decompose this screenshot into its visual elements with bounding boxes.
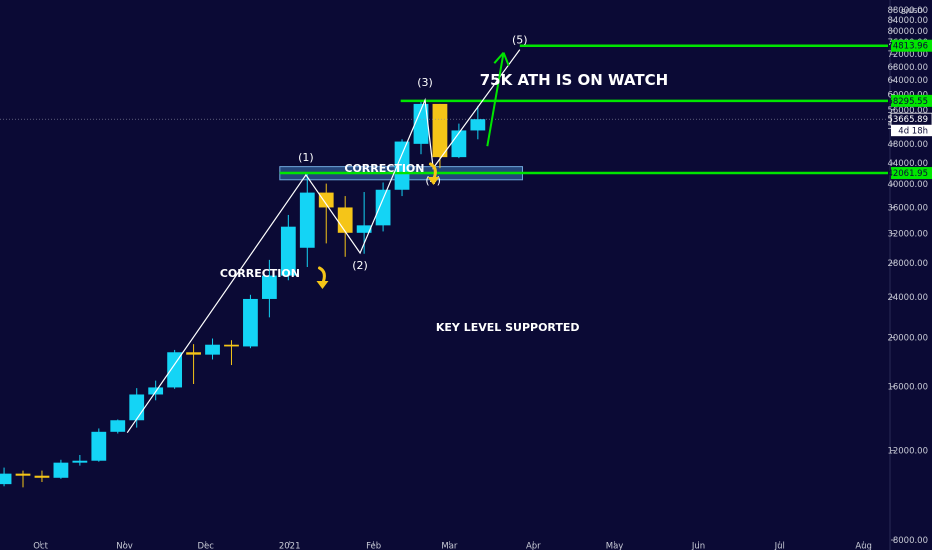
candle-body xyxy=(413,103,429,144)
elliott-wave-line xyxy=(126,49,521,433)
countdown-tag xyxy=(891,125,932,137)
countdown-label: 4d 18h xyxy=(898,127,928,137)
price-tick-label: 68000.00 xyxy=(887,63,928,73)
price-tick-label: 8000.00 xyxy=(893,536,928,546)
price-axis-background xyxy=(891,0,932,550)
projection-arrowhead xyxy=(493,52,505,64)
time-tick-label: Jul xyxy=(774,542,785,550)
time-tick-label: Dec xyxy=(198,542,215,550)
candle-body xyxy=(0,473,12,485)
price-tag-label: 74813.96 xyxy=(887,42,928,52)
price-tick-label: 88000.00 xyxy=(887,6,928,16)
price-tick-label: 64000.00 xyxy=(887,76,928,86)
price-tick-label: 48000.00 xyxy=(887,140,928,150)
time-axis[interactable]: Oct Nov Dec 2021 Feb Mar Apr May Jun Jul Aug xyxy=(33,541,872,550)
candle-body xyxy=(299,192,315,248)
candle-body xyxy=(375,189,391,226)
price-tag-label: 42061.95 xyxy=(887,169,928,179)
key-level-label: KEY LEVEL SUPPORTED xyxy=(436,321,580,334)
price-tick-label: 32000.00 xyxy=(887,229,928,239)
currency-label: USD xyxy=(908,7,923,15)
projection-arrow xyxy=(486,52,505,147)
candle-body xyxy=(243,298,258,347)
correction-label-1: CORRECTION xyxy=(220,267,300,280)
candle-body xyxy=(432,103,448,158)
time-tick-label: Apr xyxy=(526,542,541,550)
candle-body xyxy=(34,475,50,478)
correction-arrow-1-head xyxy=(316,281,329,289)
time-tick-label: 2021 xyxy=(279,542,301,550)
time-tick-label: Nov xyxy=(116,542,133,550)
price-tag-label: 58295.55 xyxy=(887,97,928,107)
price-tag xyxy=(891,94,932,107)
candle-body xyxy=(53,462,69,478)
candle-body xyxy=(15,473,31,476)
candle-body xyxy=(318,192,334,208)
candle-body xyxy=(356,225,372,233)
price-axis[interactable]: 8000.00 12000.00 16000.00 20000.00 24000.00 2… xyxy=(887,6,932,546)
candle-body xyxy=(110,420,126,432)
time-tick-label: Mar xyxy=(441,542,458,550)
candle-body xyxy=(91,431,107,461)
price-tick-label: 16000.00 xyxy=(887,383,928,393)
price-tick-label: 56000.00 xyxy=(887,106,928,116)
price-tick-label: 84000.00 xyxy=(887,16,928,26)
time-tick-label: Jun xyxy=(691,542,705,550)
correction-arrow-2-head xyxy=(427,177,440,185)
projection-arrowhead xyxy=(502,52,510,67)
price-tag xyxy=(891,39,932,52)
time-tick-label: Feb xyxy=(366,542,381,550)
price-tick-label: 40000.00 xyxy=(887,180,928,190)
price-tick-label: 72000.00 xyxy=(887,50,928,60)
correction-label-2: CORRECTION xyxy=(344,162,424,175)
price-tick-label: 24000.00 xyxy=(887,293,928,303)
candle-body xyxy=(167,352,183,388)
candle-body xyxy=(451,130,467,158)
candle-body xyxy=(224,344,239,347)
price-tag xyxy=(891,167,932,180)
price-tick-label: 44000.00 xyxy=(887,159,928,169)
candle-body xyxy=(186,352,201,355)
time-tick-label: May xyxy=(606,542,624,550)
price-axis-header: BI xyxy=(901,8,908,16)
candle-body xyxy=(280,226,296,276)
time-tick-label: Oct xyxy=(33,542,48,550)
price-tick-label: 20000.00 xyxy=(887,333,928,343)
candle-body xyxy=(261,275,277,299)
price-tick-label: 80000.00 xyxy=(887,27,928,37)
chart-title: 75K ATH IS ON WATCH xyxy=(480,71,668,89)
price-tick-label: 28000.00 xyxy=(887,259,928,269)
candle-body xyxy=(72,460,88,463)
wave-label: (2) xyxy=(352,259,368,272)
wave-label: (3) xyxy=(417,76,433,89)
plot-area[interactable]: (1)(2)(3)(4)(5)75K ATH IS ON WATCHCORREC… xyxy=(0,34,888,488)
candle-body xyxy=(129,394,145,421)
wave-label: (5) xyxy=(512,34,528,47)
price-tag-label: 53665.89 xyxy=(887,115,928,125)
candle-body xyxy=(337,207,353,233)
price-tick-label: 12000.00 xyxy=(887,446,928,456)
time-tick-label: Aug xyxy=(855,542,872,550)
candle-body xyxy=(394,141,410,190)
wave-label: (1) xyxy=(298,151,314,164)
candle-body xyxy=(205,344,220,355)
price-tick-label: 36000.00 xyxy=(887,203,928,213)
candle-body xyxy=(470,119,486,131)
